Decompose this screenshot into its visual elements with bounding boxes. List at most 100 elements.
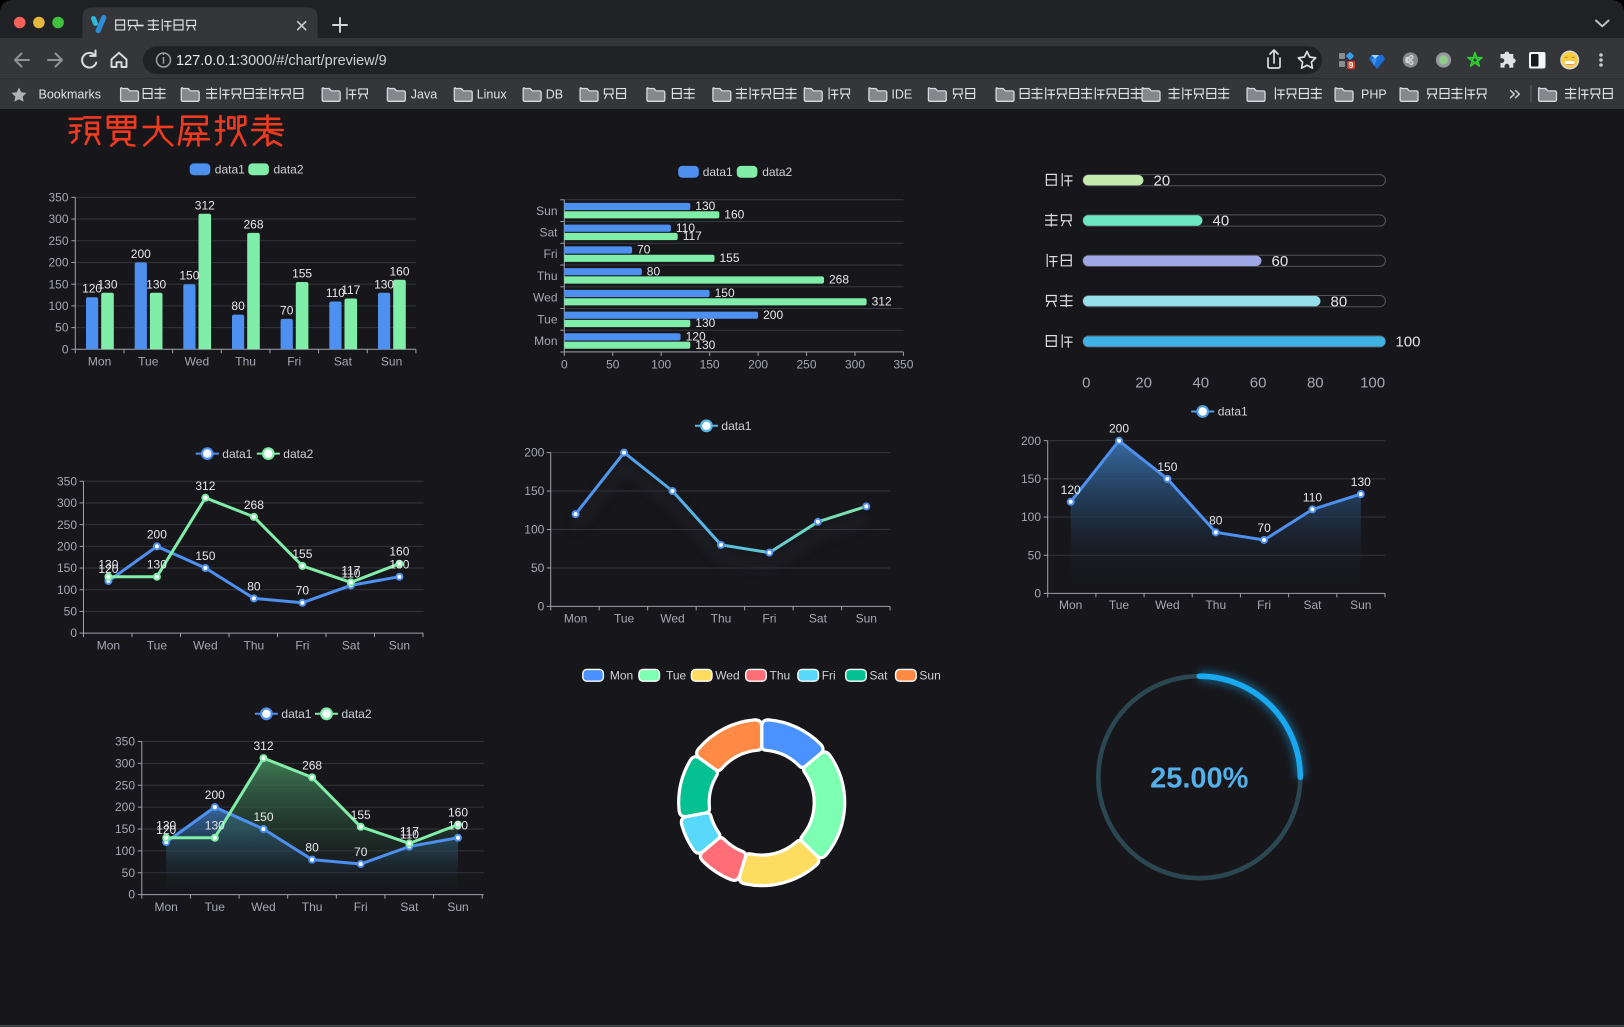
svg-text:80: 80 [247,579,261,593]
svg-text:60: 60 [1250,375,1267,392]
svg-text:130: 130 [695,338,715,352]
svg-text:300: 300 [115,757,135,771]
svg-text:80: 80 [647,264,661,278]
svg-text:130: 130 [146,277,166,291]
svg-text:50: 50 [122,866,136,880]
svg-text:Tue: Tue [537,313,558,327]
svg-text:50: 50 [531,561,545,575]
svg-text:155: 155 [720,251,740,265]
svg-text:Linux: Linux [477,87,508,101]
svg-text:Wed: Wed [185,355,209,369]
svg-text:Tue: Tue [614,611,635,625]
svg-text:120: 120 [686,330,706,344]
svg-text:350: 350 [57,474,77,488]
svg-text:Sat: Sat [334,355,353,369]
svg-text:127.0.0.1: 127.0.0.1 [176,53,236,69]
svg-text:150: 150 [179,269,199,283]
svg-text:200: 200 [131,247,151,261]
svg-text:268: 268 [243,217,263,231]
svg-text:Tue: Tue [205,900,226,914]
svg-text:Thu: Thu [770,669,791,683]
svg-text:117: 117 [683,229,702,243]
svg-text:40: 40 [1192,375,1209,392]
svg-text:Thu: Thu [711,611,732,625]
svg-text::3000/#/chart/preview/9: :3000/#/chart/preview/9 [236,53,387,69]
svg-text:Mon: Mon [88,355,111,369]
svg-text:Tue: Tue [147,638,168,652]
svg-text:350: 350 [115,735,135,749]
svg-text:268: 268 [829,273,849,287]
svg-text:150: 150 [1157,460,1177,474]
svg-text:150: 150 [700,358,720,372]
svg-text:Fri: Fri [354,900,368,914]
svg-text:Thu: Thu [302,900,323,914]
svg-text:100: 100 [1360,375,1385,392]
svg-text:312: 312 [195,198,215,212]
svg-text:80: 80 [1307,375,1324,392]
svg-text:0: 0 [128,888,135,902]
svg-text:250: 250 [48,234,68,248]
svg-text:data1: data1 [721,419,751,433]
svg-text:data2: data2 [274,163,304,177]
svg-text:117: 117 [400,824,419,838]
svg-text:250: 250 [796,358,816,372]
svg-text:80: 80 [305,841,319,855]
svg-text:150: 150 [1021,472,1041,486]
svg-text:160: 160 [448,806,468,820]
svg-text:130: 130 [695,199,715,213]
svg-text:80: 80 [231,299,245,313]
svg-text:130: 130 [389,558,409,572]
svg-text:data1: data1 [281,707,311,721]
svg-text:160: 160 [389,264,409,278]
svg-text:20: 20 [1135,375,1152,392]
svg-text:130: 130 [156,819,176,833]
svg-text:Wed: Wed [533,291,557,305]
svg-text:60: 60 [1272,253,1289,270]
svg-text:Sat: Sat [1303,598,1322,612]
svg-text:250: 250 [115,778,135,792]
svg-text:Mon: Mon [155,900,178,914]
svg-text:130: 130 [448,819,468,833]
svg-text:Mon: Mon [564,611,587,625]
svg-text:Tue: Tue [1109,598,1130,612]
svg-text:DB: DB [546,87,563,101]
svg-text:120: 120 [1061,483,1081,497]
svg-text:data1: data1 [1218,405,1248,419]
svg-text:Thu: Thu [537,269,558,283]
svg-text:312: 312 [253,739,273,753]
svg-text:0: 0 [1034,587,1041,601]
svg-text:100: 100 [651,358,671,372]
svg-text:0: 0 [1082,375,1090,392]
svg-text:130: 130 [1351,475,1371,489]
svg-text:Tue: Tue [666,669,687,683]
svg-text:Mon: Mon [534,334,557,348]
svg-text:312: 312 [872,295,892,309]
svg-text:155: 155 [292,547,312,561]
svg-text:IDE: IDE [891,87,912,101]
svg-text:Fri: Fri [295,638,309,652]
svg-text:Sun: Sun [536,204,557,218]
svg-text:110: 110 [400,828,419,842]
svg-text:50: 50 [606,358,620,372]
svg-text:Sun: Sun [389,638,410,652]
svg-text:Wed: Wed [1155,598,1179,612]
svg-text:100: 100 [1021,510,1041,524]
svg-text:Thu: Thu [244,638,265,652]
svg-text:110: 110 [341,566,360,580]
svg-text:Fri: Fri [1257,598,1271,612]
svg-text:130: 130 [205,819,225,833]
svg-text:200: 200 [48,256,68,270]
svg-text:350: 350 [48,190,68,204]
svg-text:Sun: Sun [447,900,468,914]
svg-text:100: 100 [115,844,135,858]
svg-text:150: 150 [115,822,135,836]
svg-text:Wed: Wed [193,638,217,652]
svg-text:200: 200 [1021,434,1041,448]
svg-text:Tue: Tue [138,355,159,369]
svg-text:150: 150 [253,810,273,824]
svg-text:268: 268 [302,758,322,772]
svg-text:150: 150 [57,561,77,575]
svg-text:data1: data1 [703,165,733,179]
svg-text:Mon: Mon [97,638,120,652]
svg-text:50: 50 [55,321,69,335]
